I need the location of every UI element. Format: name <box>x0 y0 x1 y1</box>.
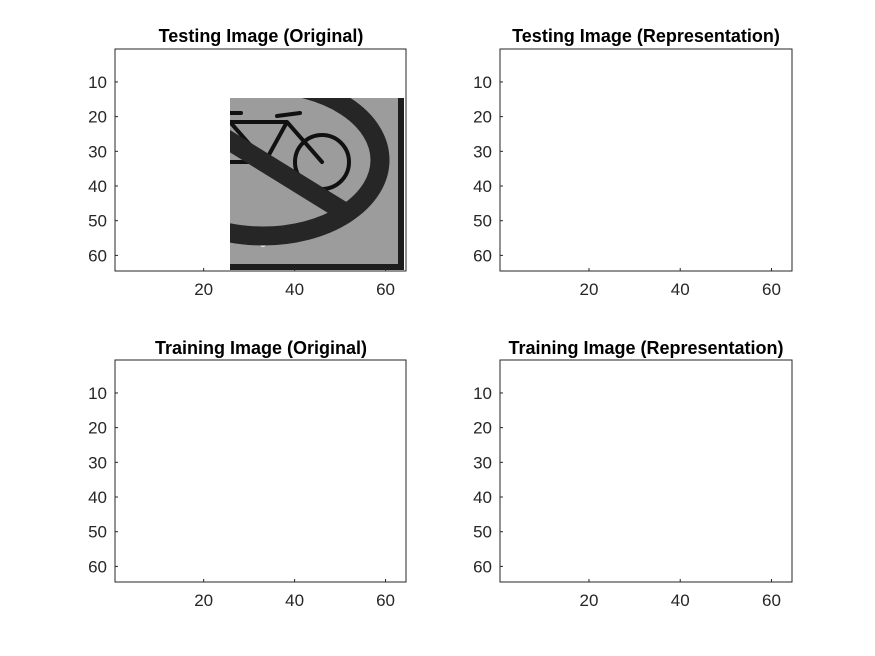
y-tick-label: 50 <box>88 212 107 231</box>
panel-testing-original: Testing Image (Original) <box>114 26 407 272</box>
blurred-reconstruction-image <box>500 49 792 271</box>
y-tick-label: 50 <box>473 212 492 231</box>
panel-testing-representation: Testing Image (Representation) <box>499 26 793 272</box>
x-tick-label: 20 <box>580 591 599 610</box>
pedestrian-reconstruction-image <box>500 360 792 582</box>
x-tick-label: 60 <box>762 591 781 610</box>
no-bicycle-sign-image <box>230 98 406 271</box>
x-tick-label: 60 <box>762 280 781 299</box>
panel-title: Training Image (Representation) <box>508 338 783 358</box>
x-tick-label: 20 <box>194 280 213 299</box>
no-pedestrian-sign-image <box>115 360 406 582</box>
y-tick-label: 20 <box>473 108 492 127</box>
y-tick-label: 50 <box>88 523 107 542</box>
x-tick-label: 20 <box>194 591 213 610</box>
x-tick-label: 60 <box>376 280 395 299</box>
panel-training-original: Training Image (Original) <box>114 338 407 583</box>
y-tick-label: 40 <box>473 488 492 507</box>
y-tick-label: 40 <box>88 488 107 507</box>
y-tick-label: 60 <box>473 246 492 265</box>
y-tick-label: 60 <box>88 246 107 265</box>
y-tick-label: 30 <box>88 453 107 472</box>
panel-training-representation: Training Image (Representation) <box>499 338 793 583</box>
y-tick-label: 20 <box>473 419 492 438</box>
y-tick-label: 10 <box>473 73 492 92</box>
y-tick-label: 40 <box>88 177 107 196</box>
y-tick-label: 40 <box>473 177 492 196</box>
x-tick-label: 40 <box>285 591 304 610</box>
x-tick-label: 40 <box>671 280 690 299</box>
panel-title: Training Image (Original) <box>155 338 367 358</box>
y-tick-label: 30 <box>473 453 492 472</box>
y-tick-label: 10 <box>88 73 107 92</box>
y-tick-label: 10 <box>473 384 492 403</box>
x-tick-label: 40 <box>285 280 304 299</box>
axes-box <box>499 48 793 272</box>
y-tick-label: 60 <box>473 557 492 576</box>
x-tick-label: 40 <box>671 591 690 610</box>
y-tick-label: 10 <box>88 384 107 403</box>
y-tick-label: 20 <box>88 108 107 127</box>
axes-box <box>499 359 793 583</box>
axes-box <box>114 48 407 272</box>
x-tick-label: 20 <box>580 280 599 299</box>
ticks-layer: 20 40 60 10 20 30 40 50 60 20 40 60 10 20 30 40 50 60 20 40… <box>88 73 781 610</box>
axes-box <box>114 359 407 583</box>
y-tick-label: 50 <box>473 523 492 542</box>
y-tick-label: 20 <box>88 419 107 438</box>
panel-title: Testing Image (Representation) <box>512 26 780 46</box>
x-tick-label: 60 <box>376 591 395 610</box>
y-tick-label: 30 <box>88 142 107 161</box>
y-tick-label: 30 <box>473 142 492 161</box>
panel-title: Testing Image (Original) <box>159 26 364 46</box>
y-tick-label: 60 <box>88 557 107 576</box>
